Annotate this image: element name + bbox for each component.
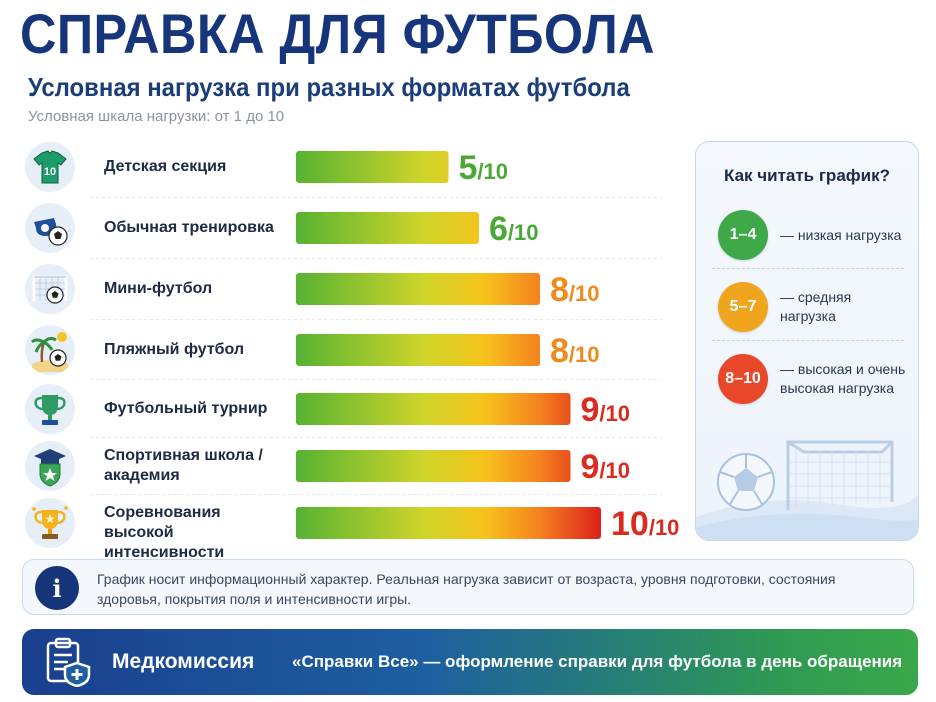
category-label-2: Обычная тренировка <box>104 218 284 238</box>
trophy-icon <box>25 384 75 434</box>
category-label-line: Мини-футбол <box>104 280 213 297</box>
legend-badge-medium: 5–7 <box>718 282 768 332</box>
value-label-7: 10/10 <box>611 505 679 543</box>
whistle-ball-icon <box>25 203 75 253</box>
category-label-line: Обычная тренировка <box>104 219 274 236</box>
svg-text:10: 10 <box>44 166 56 178</box>
goal-ball-icon <box>25 264 75 314</box>
legend-item-high: 8–10 — высокая и очень высокая нагрузка <box>718 354 910 404</box>
bar-7 <box>296 507 601 539</box>
value-label-4: 8/10 <box>550 332 600 370</box>
bar-2 <box>296 212 479 244</box>
category-label-line: Спортивная школа / <box>104 447 263 464</box>
legend-panel: Как читать график? 1–4 — низкая нагрузка… <box>695 141 919 541</box>
beach-ball-icon <box>25 325 75 375</box>
value-label-3: 8/10 <box>550 271 600 309</box>
scale-note: Условная шкала нагрузки: от 1 до 10 <box>28 108 285 125</box>
category-label-line: Футбольный турнир <box>104 400 268 417</box>
category-label-4: Пляжный футбол <box>104 340 284 360</box>
category-label-line: Детская секция <box>104 158 227 175</box>
category-label-1: Детская секция <box>104 157 284 177</box>
goal-and-ball-icon <box>696 440 918 540</box>
info-icon: i <box>35 566 79 610</box>
bar-5 <box>296 393 571 425</box>
value-label-1: 5/10 <box>459 149 509 187</box>
footer-text: «Справки Все» — оформление справки для ф… <box>292 652 903 671</box>
category-label-3: Мини-футбол <box>104 279 284 299</box>
info-box: i График носит информационный характер. … <box>22 559 914 615</box>
value-label-2: 6/10 <box>489 210 539 248</box>
trophy-stars-icon <box>25 498 75 548</box>
value-label-6: 9/10 <box>581 448 631 486</box>
bar-3 <box>296 273 540 305</box>
legend-text-high: — высокая и очень высокая нагрузка <box>780 361 906 396</box>
category-label-line: Соревнования высокой <box>104 504 221 541</box>
legend-text-low: — низкая нагрузка <box>780 226 902 243</box>
legend-badge-high: 8–10 <box>718 354 768 404</box>
legend-item-low: 1–4 — низкая нагрузка <box>718 210 910 260</box>
legend-badge-low: 1–4 <box>718 210 768 260</box>
legend-divider <box>712 268 904 269</box>
footer-brand: Медкомиссия <box>112 650 255 673</box>
category-label-line: интенсивности <box>104 544 225 561</box>
value-label-5: 9/10 <box>581 391 631 429</box>
medical-clipboard-icon <box>46 637 91 687</box>
category-label-7: Соревнования высокой интенсивности <box>104 503 284 563</box>
page-subtitle: Условная нагрузка при разных форматах фу… <box>28 72 630 102</box>
page-title: СПРАВКА ДЛЯ ФУТБОЛА <box>20 2 655 65</box>
bar-4 <box>296 334 540 366</box>
jersey-icon: 10 <box>25 142 75 192</box>
legend-item-medium: 5–7 — средняя нагрузка <box>718 282 910 332</box>
bar-1 <box>296 151 449 183</box>
legend-title: Как читать график? <box>723 166 890 185</box>
category-label-line: академия <box>104 467 180 484</box>
academy-shield-icon <box>25 441 75 491</box>
category-label-5: Футбольный турнир <box>104 399 284 419</box>
category-label-6: Спортивная школа / академия <box>104 446 284 486</box>
legend-text-medium: — средняя нагрузка <box>780 289 852 324</box>
info-text: График носит информационный характер. Ре… <box>97 571 836 607</box>
legend-divider <box>712 340 904 341</box>
bar-6 <box>296 450 571 482</box>
footer-banner: Медкомиссия «Справки Все» — оформление с… <box>22 629 918 695</box>
category-label-line: Пляжный футбол <box>104 341 245 358</box>
